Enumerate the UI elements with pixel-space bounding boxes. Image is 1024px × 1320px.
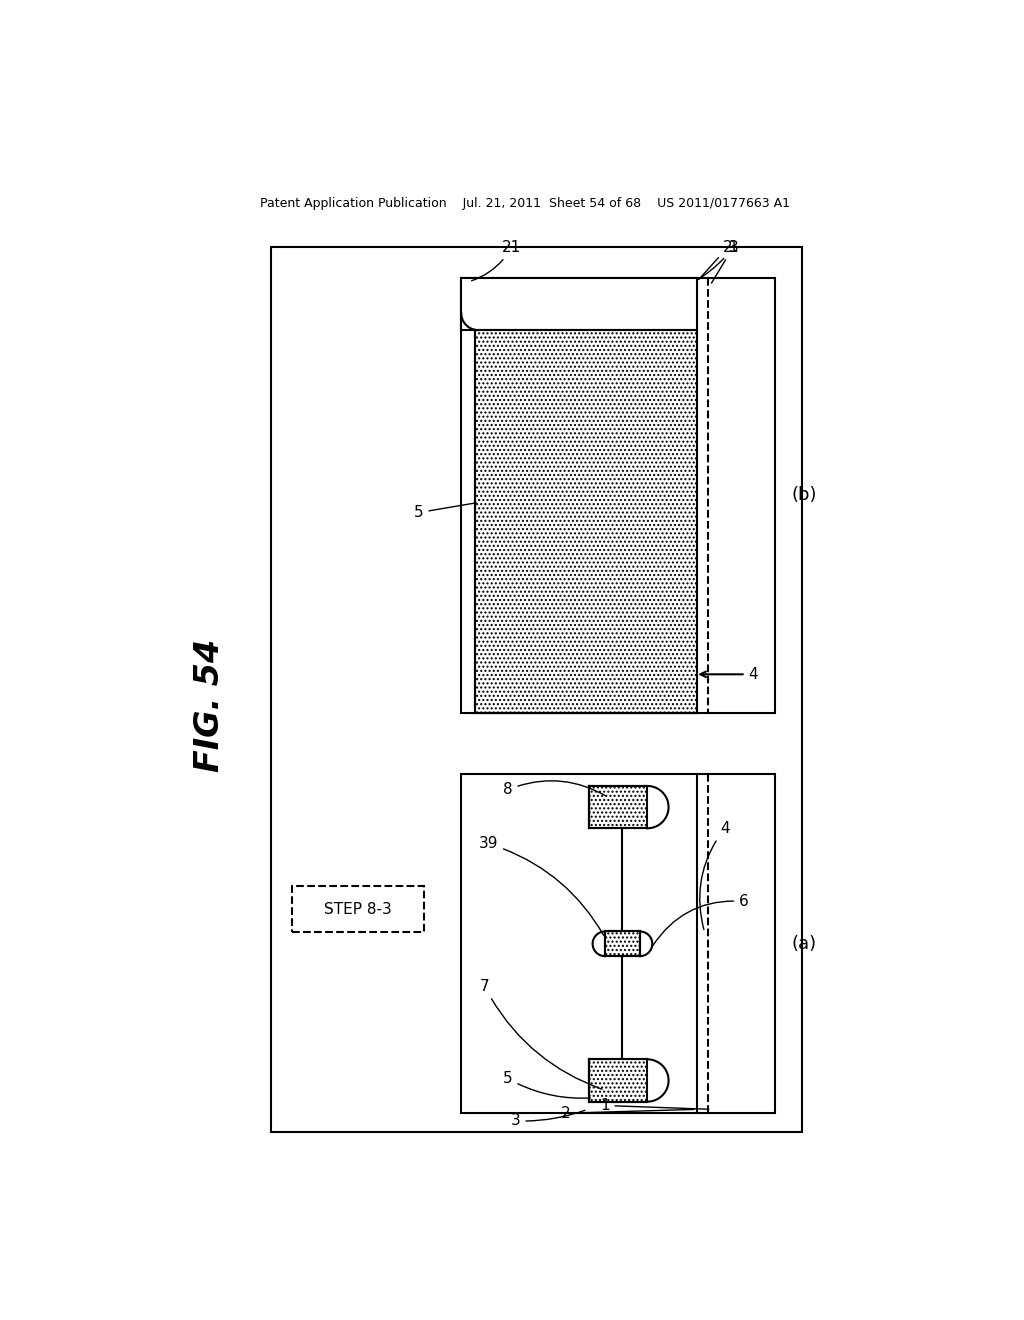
Text: FIG. 54: FIG. 54 [193, 639, 226, 772]
Bar [461, 277, 697, 330]
Bar [589, 1059, 647, 1102]
Text: 2: 2 [561, 1106, 694, 1121]
Text: 21: 21 [472, 240, 521, 281]
Text: (b): (b) [792, 486, 817, 504]
Text: 39: 39 [478, 836, 603, 936]
Text: 3: 3 [511, 1110, 585, 1129]
Text: 7: 7 [479, 978, 602, 1089]
Bar [605, 932, 640, 956]
Bar [271, 247, 802, 1133]
Bar [589, 785, 647, 829]
Text: 3: 3 [697, 240, 738, 280]
FancyBboxPatch shape [292, 886, 424, 932]
Text: 4: 4 [699, 821, 729, 929]
Text: 8: 8 [503, 780, 606, 797]
Text: Patent Application Publication    Jul. 21, 2011  Sheet 54 of 68    US 2011/01776: Patent Application Publication Jul. 21, … [260, 197, 790, 210]
Bar [461, 775, 775, 1113]
Text: 2: 2 [698, 240, 732, 280]
Bar [475, 330, 697, 713]
Text: STEP 8-3: STEP 8-3 [325, 902, 392, 916]
Text: 4: 4 [748, 667, 758, 682]
Bar [461, 277, 775, 713]
Text: 5: 5 [503, 1071, 590, 1098]
Text: 5: 5 [414, 503, 476, 520]
Text: (a): (a) [792, 935, 816, 953]
Text: 1: 1 [600, 1098, 709, 1113]
Text: 1: 1 [712, 240, 738, 282]
Text: 6: 6 [653, 894, 749, 945]
